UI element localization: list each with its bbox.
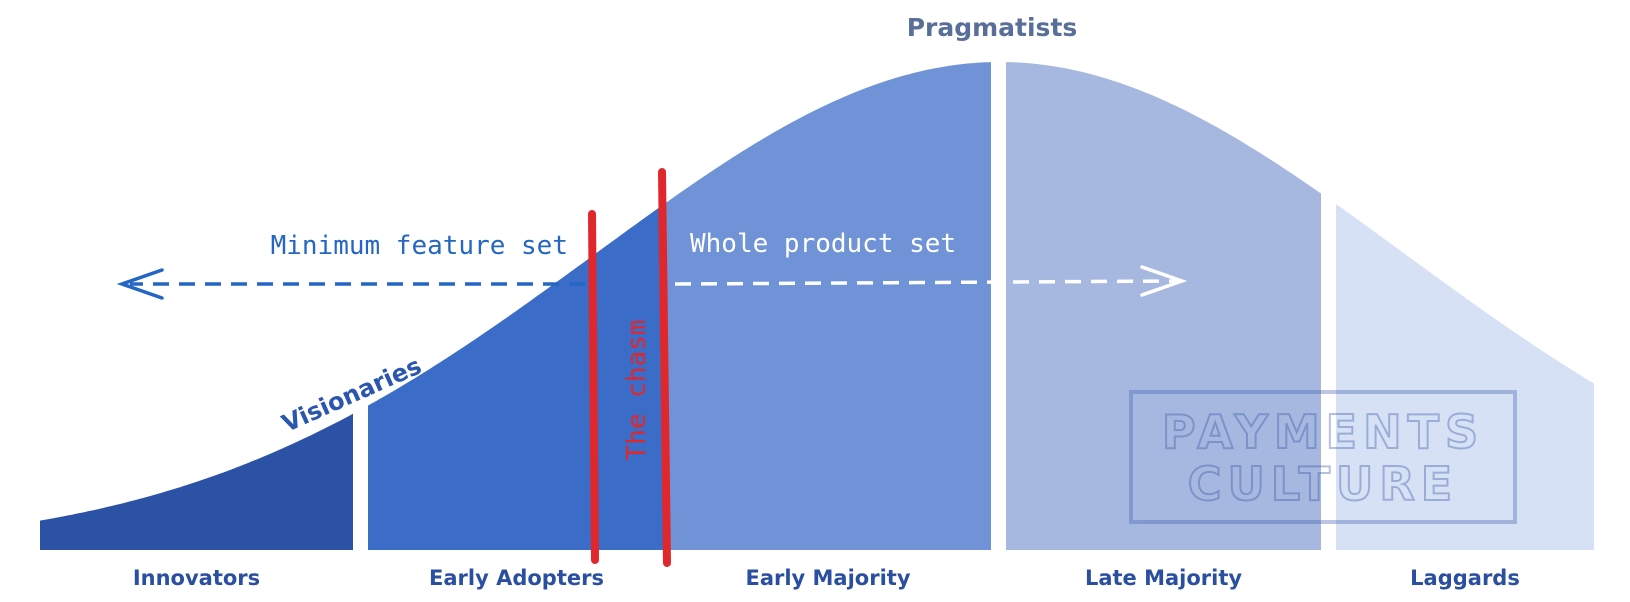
segment-label: Laggards	[1410, 566, 1520, 590]
left-arrow	[116, 268, 585, 300]
segment-label: Early Adopters	[429, 566, 604, 590]
watermark: PAYMENTS CULTURE	[1129, 390, 1517, 524]
segment-area	[40, 413, 353, 550]
right-arrow	[674, 265, 1188, 297]
watermark-line1: PAYMENTS	[1162, 405, 1484, 459]
watermark-line2: CULTURE	[1188, 457, 1458, 511]
segment-area	[1336, 204, 1594, 550]
chasm: The chasm	[588, 168, 671, 567]
segment-area	[1006, 62, 1321, 550]
left-arrow-label: Minimum feature set	[271, 231, 568, 261]
pragmatists-label: Pragmatists	[907, 13, 1078, 42]
segment-label: Early Majority	[745, 566, 910, 590]
right-arrow-label: Whole product set	[690, 229, 956, 259]
segment-area	[665, 62, 991, 550]
chasm-label: The chasm	[622, 320, 652, 461]
segment-label: Innovators	[133, 566, 260, 590]
segment-label: Late Majority	[1085, 566, 1242, 590]
segment-labels: Innovators Early Adopters Early Majority La…	[133, 566, 1520, 590]
